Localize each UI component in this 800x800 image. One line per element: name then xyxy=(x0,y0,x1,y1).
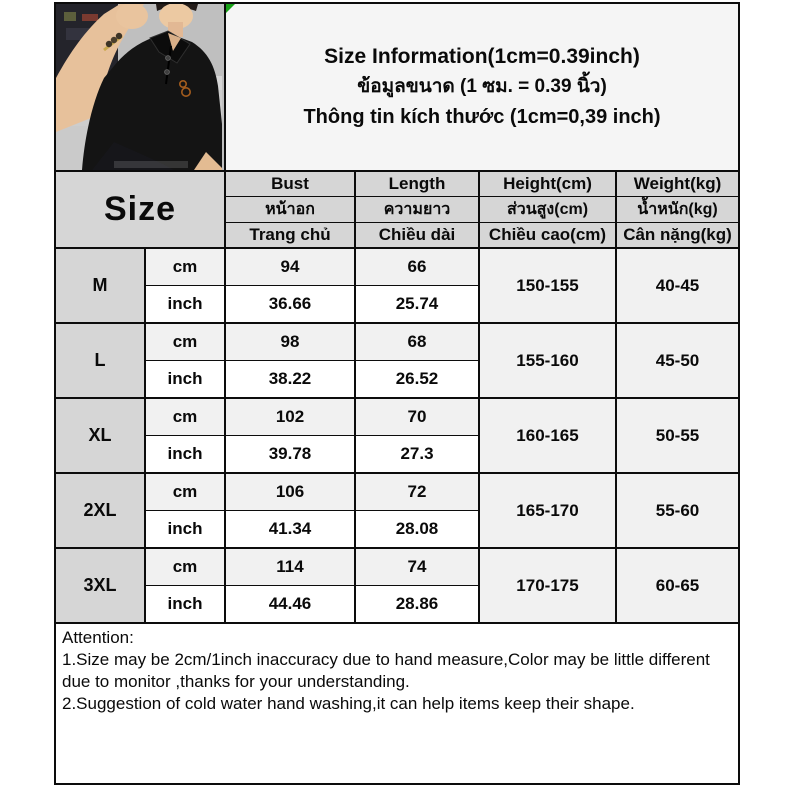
unit-label: cm xyxy=(144,397,226,436)
length-value: 28.86 xyxy=(354,585,480,624)
unit-label: cm xyxy=(144,547,226,586)
unit-label: inch xyxy=(144,510,226,549)
length-value: 27.3 xyxy=(354,435,480,474)
unit-label: cm xyxy=(144,247,226,286)
length-value: 66 xyxy=(354,247,480,286)
height-range: 170-175 xyxy=(478,547,617,624)
col-header-bust-vi: Trang chủ xyxy=(224,222,356,249)
length-value: 72 xyxy=(354,472,480,511)
bust-value: 36.66 xyxy=(224,285,356,324)
button xyxy=(165,55,171,61)
table-row-xl-cm: XL cm 102 70 160-165 50-55 xyxy=(54,397,741,474)
excel-corner-marker-icon xyxy=(227,5,235,13)
attention-line: 1.Size may be 2cm/1inch inaccuracy due t… xyxy=(62,650,710,669)
header-row-thai: หน้าอก ความยาว ส่วนสูง(cm) น้ำหนัก(kg) xyxy=(55,196,741,223)
face-chin xyxy=(159,5,193,29)
bust-value: 39.78 xyxy=(224,435,356,474)
bust-value: 106 xyxy=(224,472,356,511)
table-row-m-cm: M cm 94 66 150-155 40-45 xyxy=(54,247,741,324)
height-range: 165-170 xyxy=(478,472,617,549)
attention-line: 2.Suggestion of cold water hand washing,… xyxy=(62,694,635,713)
weight-range: 45-50 xyxy=(614,322,741,399)
weight-range: 60-65 xyxy=(614,547,741,624)
table-row-m-inch: inch 36.66 25.74 xyxy=(55,285,739,324)
chest-logo xyxy=(181,87,192,98)
col-header-length-vi: Chiều dài xyxy=(354,222,480,249)
table-row-2xl-cm: 2XL cm 106 72 165-170 55-60 xyxy=(54,472,741,549)
hand xyxy=(116,5,148,29)
table-row-3xl-inch: inch 44.46 28.86 xyxy=(55,585,739,624)
watermark xyxy=(114,161,188,168)
height-range: 155-160 xyxy=(478,322,617,399)
product-photo xyxy=(54,2,226,172)
weight-range: 40-45 xyxy=(614,247,741,324)
attention-note: Attention: 1.Size may be 2cm/1inch inacc… xyxy=(53,622,741,785)
col-header-height-vi: Chiều cao(cm) xyxy=(478,222,617,249)
table-row-2xl-inch: inch 41.34 28.08 xyxy=(55,510,739,549)
unit-label: inch xyxy=(144,360,226,399)
unit-label: inch xyxy=(144,435,226,474)
header-row-english: Size Bust Length Height(cm) Weight(kg) xyxy=(54,170,741,249)
table-row-l-inch: inch 38.22 26.52 xyxy=(55,360,739,399)
header-row-vietnamese: Trang chủ Chiều dài Chiều cao(cm) Cân nặ… xyxy=(55,222,741,249)
col-header-weight-vi: Cân nặng(kg) xyxy=(614,222,741,249)
height-range: 160-165 xyxy=(478,397,617,474)
size-column-header: Size xyxy=(54,170,226,249)
col-header-bust-en: Bust xyxy=(224,170,356,197)
unit-label: inch xyxy=(144,285,226,324)
unit-label: inch xyxy=(144,585,226,624)
weight-range: 50-55 xyxy=(614,397,741,474)
col-header-length-th: ความยาว xyxy=(354,196,480,223)
length-value: 25.74 xyxy=(354,285,480,324)
top-row: Size Information(1cm=0.39inch) ข้อมูลขนา… xyxy=(54,2,741,172)
weight-range: 55-60 xyxy=(614,472,741,549)
size-label: XL xyxy=(54,397,146,474)
size-label: 2XL xyxy=(54,472,146,549)
button xyxy=(164,69,170,75)
length-value: 74 xyxy=(354,547,480,586)
col-header-length-en: Length xyxy=(354,170,480,197)
height-range: 150-155 xyxy=(478,247,617,324)
length-value: 26.52 xyxy=(354,360,480,399)
button-placket xyxy=(165,45,172,85)
product-photo-graphic xyxy=(57,5,222,169)
col-header-height-en: Height(cm) xyxy=(478,170,617,197)
bust-value: 98 xyxy=(224,322,356,361)
attention-heading: Attention: xyxy=(62,628,134,647)
bust-value: 102 xyxy=(224,397,356,436)
bust-value: 94 xyxy=(224,247,356,286)
collar-opening xyxy=(168,33,181,51)
col-header-bust-th: หน้าอก xyxy=(224,196,356,223)
title-vietnamese: Thông tin kích thước (1cm=0,39 inch) xyxy=(303,106,661,128)
title-cell: Size Information(1cm=0.39inch) ข้อมูลขนา… xyxy=(223,2,741,172)
size-label: L xyxy=(54,322,146,399)
table-row-xl-inch: inch 39.78 27.3 xyxy=(55,435,739,474)
bust-value: 41.34 xyxy=(224,510,356,549)
polo-shirt xyxy=(82,33,222,169)
col-header-height-th: ส่วนสูง(cm) xyxy=(478,196,617,223)
bust-value: 44.46 xyxy=(224,585,356,624)
title-thai: ข้อมูลขนาด (1 ซม. = 0.39 นิ้ว) xyxy=(357,76,607,97)
col-header-weight-en: Weight(kg) xyxy=(614,170,741,197)
attention-row: Attention: 1.Size may be 2cm/1inch inacc… xyxy=(53,622,741,785)
bust-value: 38.22 xyxy=(224,360,356,399)
size-table: Size Information(1cm=0.39inch) ข้อมูลขนา… xyxy=(53,2,741,785)
size-label: 3XL xyxy=(54,547,146,624)
table-row-l-cm: L cm 98 68 155-160 45-50 xyxy=(54,322,741,399)
pants xyxy=(92,142,173,169)
table-row-3xl-cm: 3XL cm 114 74 170-175 60-65 xyxy=(54,547,741,624)
size-label: M xyxy=(54,247,146,324)
length-value: 28.08 xyxy=(354,510,480,549)
bust-value: 114 xyxy=(224,547,356,586)
title-english: Size Information(1cm=0.39inch) xyxy=(324,45,640,68)
col-header-weight-th: น้ำหนัก(kg) xyxy=(614,196,741,223)
attention-line: due to monitor ,thanks for your understa… xyxy=(62,672,410,691)
unit-label: cm xyxy=(144,472,226,511)
length-value: 70 xyxy=(354,397,480,436)
unit-label: cm xyxy=(144,322,226,361)
forearm xyxy=(194,152,222,169)
length-value: 68 xyxy=(354,322,480,361)
